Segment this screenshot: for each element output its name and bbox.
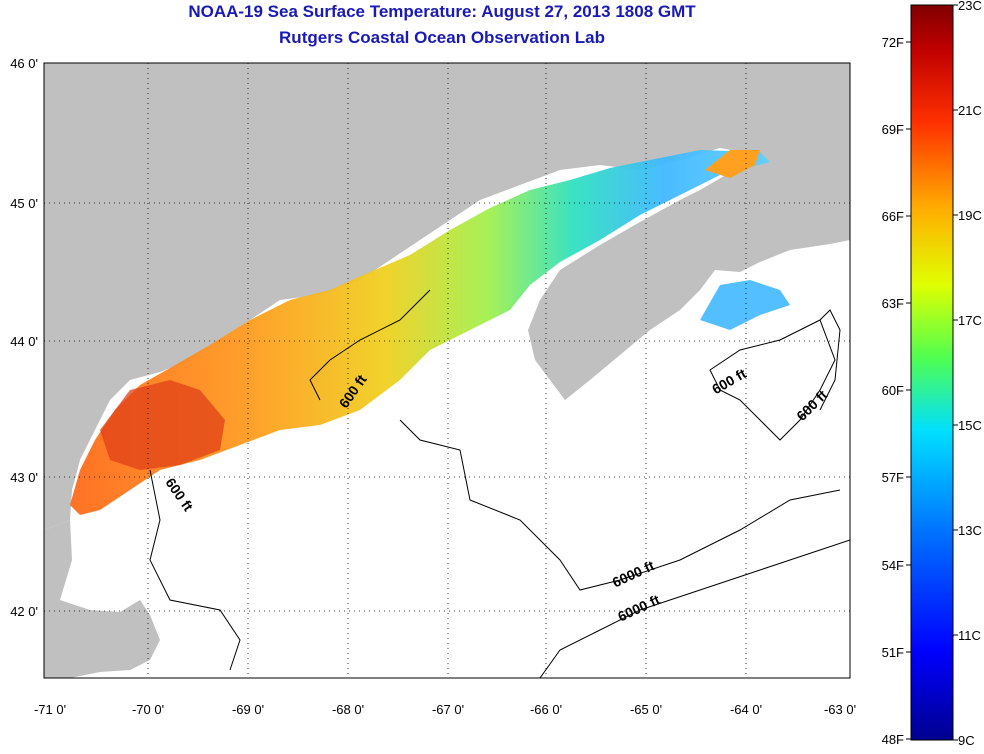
colorbar-fahrenheit-label: 57F	[882, 470, 904, 485]
colorbar-fahrenheit-label: 72F	[882, 35, 904, 50]
contour-600ft	[709, 319, 836, 441]
map-area	[44, 63, 850, 678]
lon-tick-label: -69 0'	[232, 702, 264, 717]
land-cape-cod	[44, 520, 160, 678]
latitude-axis: 46 0' 45 0' 44 0' 43 0' 42 0'	[10, 56, 38, 619]
lat-tick-label: 42 0'	[10, 604, 38, 619]
colorbar-celsius-label: 9C	[958, 733, 975, 748]
longitude-axis: -71 0' -70 0' -69 0' -68 0' -67 0' -66 0…	[34, 702, 856, 717]
colorbar-celsius-label: 17C	[958, 313, 982, 328]
contour-6000ft	[539, 539, 850, 678]
lon-tick-label: -71 0'	[34, 702, 66, 717]
colorbar-celsius-label: 23C	[958, 0, 982, 13]
colorbar-celsius-label: 21C	[958, 103, 982, 118]
contour-600ft	[149, 469, 241, 671]
colorbar-celsius-label: 13C	[958, 523, 982, 538]
lat-tick-label: 45 0'	[10, 196, 38, 211]
colorbar-fahrenheit-label: 54F	[882, 558, 904, 573]
land-mainland	[44, 63, 850, 530]
colorbar-fahrenheit-label: 60F	[882, 383, 904, 398]
colorbar-fahrenheit-label: 66F	[882, 209, 904, 224]
lon-tick-label: -67 0'	[432, 702, 464, 717]
map-title: NOAA-19 Sea Surface Temperature: August …	[188, 2, 696, 21]
colorbar-fahrenheit-label: 48F	[882, 732, 904, 747]
lat-tick-label: 46 0'	[10, 56, 38, 71]
bathymetry-contours	[149, 289, 850, 678]
sst-data-swath	[70, 150, 770, 515]
lat-tick-label: 43 0'	[10, 470, 38, 485]
colorbar-celsius-label: 11C	[958, 628, 981, 643]
lon-tick-label: -64 0'	[730, 702, 762, 717]
lon-tick-label: -65 0'	[630, 702, 662, 717]
colorbar-fahrenheit-label: 63F	[882, 296, 904, 311]
colorbar-celsius-label: 15C	[958, 418, 982, 433]
sst-warm-core	[100, 380, 225, 470]
sst-bay-of-fundy	[700, 280, 790, 330]
contour-600ft	[309, 289, 431, 401]
contour-600ft	[819, 309, 841, 411]
colorbar-celsius-label: 19C	[958, 208, 982, 223]
colorbar-fahrenheit-label: 69F	[882, 122, 904, 137]
colorbar-gradient	[910, 4, 954, 741]
map-subtitle: Rutgers Coastal Ocean Observation Lab	[279, 28, 605, 47]
lon-tick-label: -63 0'	[824, 702, 856, 717]
lon-tick-label: -66 0'	[530, 702, 562, 717]
land-nova-scotia	[528, 63, 850, 330]
colorbar: 23C 21C 19C 17C 15C 13C 11C 9C 72F 69F 6…	[882, 0, 982, 748]
colorbar-fahrenheit-label: 51F	[882, 645, 904, 660]
lon-tick-label: -70 0'	[132, 702, 164, 717]
sst-upper-bay	[705, 150, 760, 178]
lon-tick-label: -68 0'	[332, 702, 364, 717]
contour-600ft	[399, 419, 841, 591]
map-frame	[43, 62, 851, 679]
lat-tick-label: 44 0'	[10, 334, 38, 349]
